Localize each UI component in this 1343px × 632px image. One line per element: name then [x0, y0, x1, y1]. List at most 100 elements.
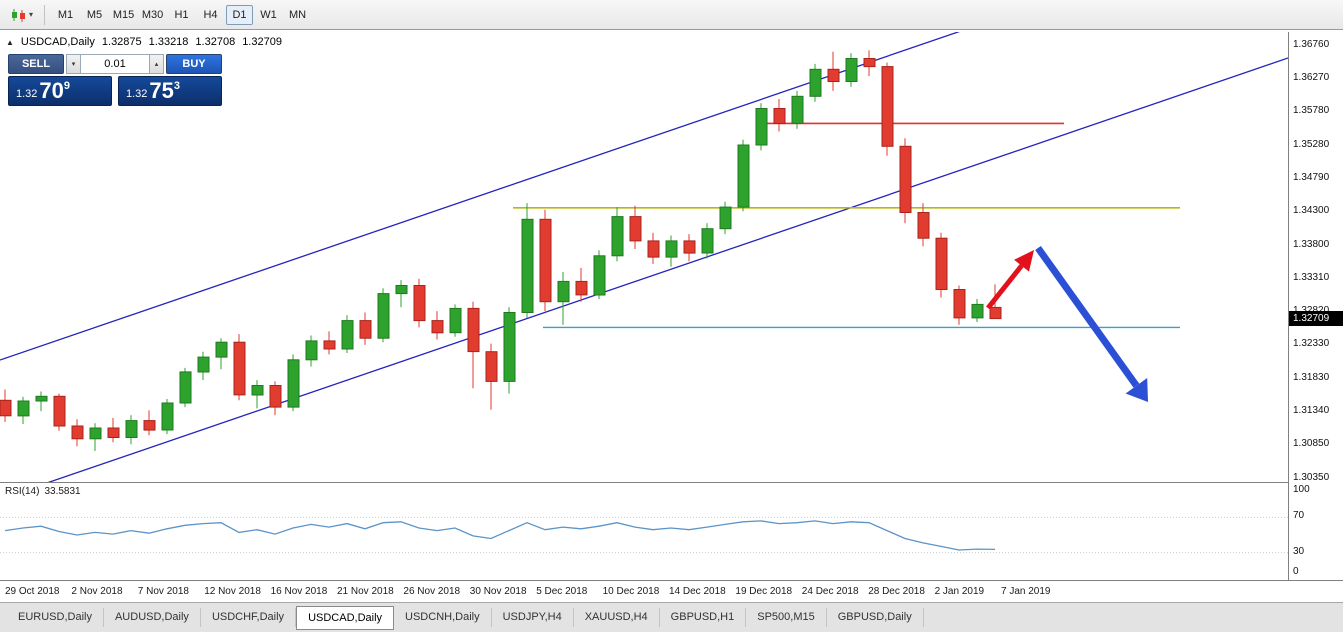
- candles: [0, 50, 1002, 451]
- tab-xauusd-h4[interactable]: XAUUSD,H4: [574, 608, 660, 627]
- tab-eurusd-daily[interactable]: EURUSD,Daily: [7, 608, 104, 627]
- one-click-trading-panel: SELL ▾ ▴ BUY 1.32 70 9 1.32: [8, 54, 222, 106]
- price-axis-label: 1.33310: [1293, 272, 1330, 283]
- bar-low: 1.32708: [195, 36, 236, 48]
- date-axis-label: 26 Nov 2018: [403, 586, 461, 597]
- date-axis-label: 2 Nov 2018: [71, 586, 123, 597]
- chart-plot-area[interactable]: ▲ USDCAD,Daily 1.32875 1.33218 1.32708 1…: [0, 32, 1288, 482]
- rsi-axis-label: 100: [1293, 484, 1310, 495]
- price-axis-label: 1.31830: [1293, 372, 1330, 383]
- price-axis-label: 1.36760: [1293, 39, 1330, 50]
- rsi-axis-label: 0: [1293, 566, 1299, 577]
- date-axis[interactable]: 29 Oct 2018 2 Nov 2018 7 Nov 2018 12 Nov 20…: [0, 580, 1343, 603]
- date-axis-label: 21 Nov 2018: [337, 586, 394, 597]
- tab-audusd-daily[interactable]: AUDUSD,Daily: [104, 608, 201, 627]
- rsi-axis-label: 70: [1293, 510, 1305, 522]
- tab-usdcnh-daily[interactable]: USDCNH,Daily: [394, 608, 492, 627]
- date-axis-label: 30 Nov 2018: [469, 586, 527, 597]
- date-axis-label: 19 Dec 2018: [735, 586, 793, 597]
- rsi-name: RSI(14): [5, 486, 40, 497]
- sell-price-display[interactable]: 1.32 70 9: [8, 76, 112, 106]
- volume-down-button[interactable]: ▾: [66, 54, 81, 74]
- price-axis-label: 1.34790: [1293, 172, 1330, 184]
- timeframe-mn[interactable]: MN: [284, 5, 311, 25]
- chart-type-button[interactable]: ▾: [5, 4, 38, 26]
- price-axis: 1.36760 1.36270 1.35780 1.35280 1.34790 1.343…: [1289, 32, 1343, 483]
- buy-price-big: 75: [149, 78, 174, 103]
- price-axis-label: 1.34300: [1293, 205, 1330, 217]
- date-axis-label: 10 Dec 2018: [602, 586, 660, 597]
- tab-usdjpy-h4[interactable]: USDJPY,H4: [492, 608, 574, 627]
- bearish-arrow-annotation[interactable]: [1035, 245, 1148, 402]
- rsi-subwindow[interactable]: RSI(14) 33.5831: [0, 482, 1288, 581]
- bullish-arrow-annotation[interactable]: [986, 250, 1034, 310]
- bottom-tab-bar: EURUSD,Daily AUDUSD,Daily USDCHF,Daily USDC…: [0, 602, 1343, 632]
- price-axis-label: 1.30850: [1293, 438, 1330, 450]
- date-axis-label: 28 Dec 2018: [868, 586, 925, 597]
- bar-open: 1.32875: [101, 36, 142, 48]
- date-axis-label: 14 Dec 2018: [669, 586, 726, 597]
- timeframe-m15[interactable]: M15: [110, 5, 137, 25]
- rsi-axis-label: 30: [1293, 545, 1305, 557]
- price-scale[interactable]: 1.36760 1.36270 1.35780 1.35280 1.34790 1.343…: [1288, 32, 1343, 580]
- timeframe-toolbar: M1 M5 M15 M30 H1 H4 D1 W1 MN: [51, 4, 312, 25]
- chart-window: ▲ USDCAD,Daily 1.32875 1.33218 1.32708 1…: [0, 30, 1343, 603]
- price-axis-label: 1.36270: [1293, 72, 1330, 84]
- price-axis-label: 1.35780: [1293, 105, 1330, 117]
- rsi-caption: RSI(14) 33.5831: [5, 486, 81, 497]
- bar-close: 1.32709: [242, 36, 282, 48]
- date-axis-label: 7 Nov 2018: [137, 586, 189, 597]
- timeframe-h1[interactable]: H1: [168, 5, 195, 25]
- sell-price-big: 70: [39, 78, 64, 103]
- tab-gbpusd-daily[interactable]: GBPUSD,Daily: [827, 608, 924, 627]
- volume-control: ▾ ▴: [66, 54, 164, 74]
- main-chart-svg: [0, 32, 1288, 482]
- buy-price-prefix: 1.32: [126, 88, 148, 100]
- buy-button[interactable]: BUY: [166, 54, 222, 74]
- timeframe-w1[interactable]: W1: [255, 5, 282, 25]
- rsi-axis: 100 70 30 0: [1289, 482, 1343, 580]
- sell-button[interactable]: SELL: [8, 54, 64, 74]
- volume-input[interactable]: [81, 54, 149, 74]
- buy-price-display[interactable]: 1.32 75 3: [118, 76, 222, 106]
- rsi-line[interactable]: [4, 520, 996, 551]
- tab-usdcad-daily[interactable]: USDCAD,Daily: [296, 606, 395, 630]
- chevron-down-icon: ▾: [71, 61, 76, 68]
- date-axis-label: 24 Dec 2018: [801, 586, 859, 597]
- symbol-info: ▲ USDCAD,Daily 1.32875 1.33218 1.32708 1…: [6, 36, 282, 48]
- timeframe-d1[interactable]: D1: [226, 4, 254, 25]
- date-axis-label: 16 Nov 2018: [270, 586, 328, 597]
- price-axis-label: 1.31340: [1293, 405, 1330, 417]
- volume-up-button[interactable]: ▴: [149, 54, 164, 74]
- tab-gbpusd-h1[interactable]: GBPUSD,H1: [660, 608, 747, 627]
- chevron-up-icon: ▴: [154, 61, 159, 68]
- timeframe-m1[interactable]: M1: [52, 5, 79, 25]
- chevron-down-icon: ▾: [29, 10, 34, 19]
- candlestick-icon: [12, 8, 25, 22]
- timeframe-h4[interactable]: H4: [197, 5, 224, 25]
- tab-sp500-m15[interactable]: SP500,M15: [746, 608, 827, 627]
- buy-price-sup: 3: [173, 80, 181, 92]
- bar-high: 1.33218: [148, 36, 189, 48]
- date-axis-label: 7 Jan 2019: [1001, 586, 1051, 597]
- collapse-icon[interactable]: ▲: [6, 37, 14, 47]
- date-axis-label: 12 Nov 2018: [204, 586, 261, 597]
- trend-channel[interactable]: [0, 32, 1288, 482]
- price-axis-label: 1.33800: [1293, 239, 1330, 250]
- timeframe-m5[interactable]: M5: [81, 5, 108, 25]
- rsi-value: 33.5831: [44, 486, 81, 497]
- tab-usdchf-daily[interactable]: USDCHF,Daily: [201, 608, 297, 627]
- toolbar: ▾ M1 M5 M15 M30 H1 H4 D1 W1 MN: [0, 0, 1343, 30]
- current-price-badge: 1.32709: [1289, 310, 1343, 326]
- price-axis-label: 1.30350: [1293, 472, 1330, 483]
- sell-price-sup: 9: [63, 80, 71, 92]
- rsi-svg: [0, 516, 1288, 554]
- timeframe-m30[interactable]: M30: [139, 5, 166, 25]
- symbol-name: USDCAD,Daily: [20, 36, 95, 48]
- date-axis-label: 29 Oct 2018: [5, 586, 60, 597]
- price-axis-label: 1.35280: [1293, 139, 1330, 150]
- sell-price-prefix: 1.32: [16, 88, 38, 100]
- date-axis-label: 2 Jan 2019: [934, 586, 985, 597]
- price-axis-label: 1.32330: [1293, 338, 1330, 350]
